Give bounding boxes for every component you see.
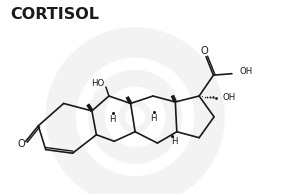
- Text: O: O: [17, 139, 25, 149]
- Text: OH: OH: [239, 67, 252, 76]
- Text: OH: OH: [222, 93, 236, 102]
- Text: HO: HO: [91, 79, 104, 88]
- Text: O: O: [201, 46, 208, 56]
- Text: CORTISOL: CORTISOL: [10, 6, 99, 21]
- Text: H: H: [150, 114, 157, 123]
- Text: H: H: [171, 137, 178, 146]
- Text: H: H: [110, 115, 116, 124]
